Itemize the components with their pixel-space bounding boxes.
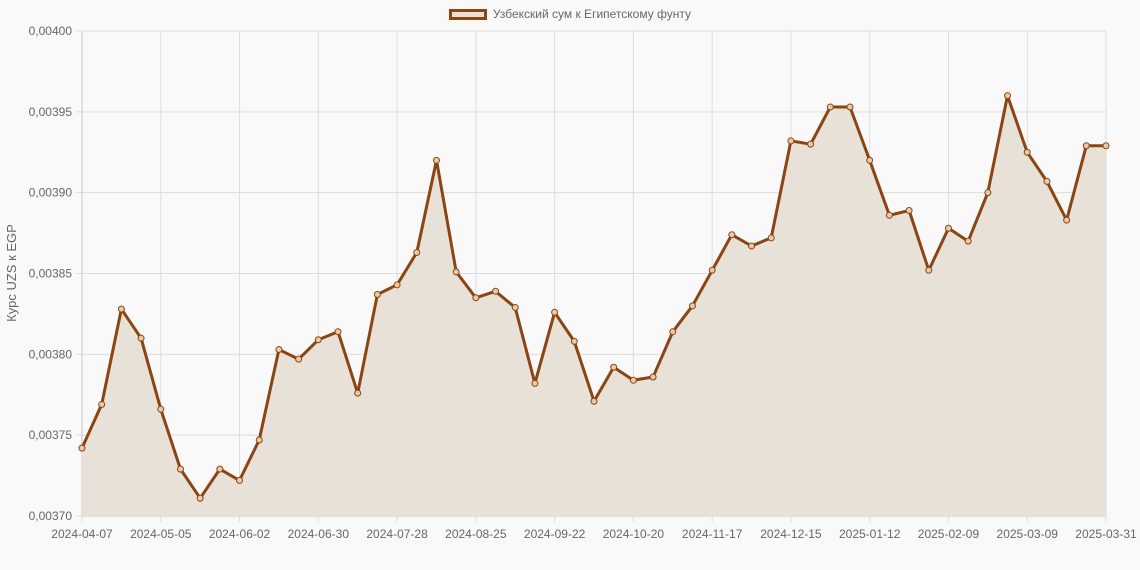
data-point[interactable] <box>826 103 834 111</box>
data-point[interactable] <box>984 189 992 197</box>
data-point[interactable] <box>531 379 539 387</box>
data-point[interactable] <box>1082 142 1090 150</box>
x-tick-label: 2024-06-02 <box>209 527 271 541</box>
data-point[interactable] <box>590 397 598 405</box>
data-point[interactable] <box>472 294 480 302</box>
x-tick-label: 2024-06-30 <box>288 527 350 541</box>
x-tick-label: 2025-03-31 <box>1075 527 1137 541</box>
data-point[interactable] <box>669 328 677 336</box>
y-axis-ticks: 0,00370 0,00375 0,00380 0,00385 0,00390 0,003… <box>29 24 73 523</box>
y-tick-label: 0,00390 <box>29 186 73 200</box>
chart-legend[interactable]: Узбекский сум к Египетскому фунту <box>0 7 1140 21</box>
data-point[interactable] <box>688 302 696 310</box>
legend-swatch-icon <box>448 8 487 20</box>
data-point[interactable] <box>807 140 815 148</box>
data-point[interactable] <box>255 436 263 444</box>
data-point[interactable] <box>157 405 165 413</box>
data-point[interactable] <box>334 328 342 336</box>
data-point[interactable] <box>137 334 145 342</box>
data-point[interactable] <box>944 224 952 232</box>
x-tick-label: 2024-07-28 <box>366 527 428 541</box>
x-tick-label: 2024-10-20 <box>603 527 665 541</box>
data-point[interactable] <box>964 237 972 245</box>
y-tick-label: 0,00370 <box>29 509 73 523</box>
data-point[interactable] <box>314 336 322 344</box>
data-point[interactable] <box>98 400 106 408</box>
y-tick-label: 0,00375 <box>29 428 73 442</box>
data-point[interactable] <box>492 287 500 295</box>
x-tick-label: 2024-05-05 <box>130 527 192 541</box>
data-point[interactable] <box>629 376 637 384</box>
x-tick-label: 2025-03-09 <box>997 527 1059 541</box>
x-tick-label: 2024-12-15 <box>760 527 822 541</box>
y-tick-label: 0,00380 <box>29 347 73 361</box>
data-point[interactable] <box>649 373 657 381</box>
data-point[interactable] <box>1023 148 1031 156</box>
x-tick-label: 2024-04-07 <box>51 527 113 541</box>
data-point[interactable] <box>1102 142 1110 150</box>
data-point[interactable] <box>1004 92 1012 100</box>
data-point[interactable] <box>767 234 775 242</box>
x-tick-label: 2025-01-12 <box>839 527 901 541</box>
data-point[interactable] <box>196 494 204 502</box>
data-point[interactable] <box>176 465 184 473</box>
y-tick-label: 0,00395 <box>29 105 73 119</box>
data-point[interactable] <box>551 308 559 316</box>
data-point[interactable] <box>354 389 362 397</box>
data-point[interactable] <box>846 103 854 111</box>
data-point[interactable] <box>216 465 224 473</box>
x-tick-label: 2024-08-25 <box>445 527 507 541</box>
data-point[interactable] <box>373 291 381 299</box>
data-point[interactable] <box>432 156 440 164</box>
x-tick-label: 2024-11-17 <box>682 527 743 541</box>
data-point[interactable] <box>925 266 933 274</box>
data-point[interactable] <box>905 206 913 214</box>
data-point[interactable] <box>570 337 578 345</box>
y-axis-title: Курс UZS к EGP <box>4 224 19 322</box>
data-point[interactable] <box>885 211 893 219</box>
data-point[interactable] <box>452 268 460 276</box>
data-points <box>78 92 1110 502</box>
data-point[interactable] <box>78 444 86 452</box>
data-point[interactable] <box>117 305 125 313</box>
data-point[interactable] <box>1043 177 1051 185</box>
series-area-fill <box>82 95 1106 516</box>
data-point[interactable] <box>708 266 716 274</box>
y-tick-label: 0,00385 <box>29 267 73 281</box>
data-point[interactable] <box>787 137 795 145</box>
data-point[interactable] <box>866 156 874 164</box>
data-point[interactable] <box>393 281 401 289</box>
data-point[interactable] <box>236 476 244 484</box>
x-axis-ticks: 2024-04-07 2024-05-05 2024-06-02 2024-06-30… <box>51 527 1137 541</box>
data-point[interactable] <box>511 303 519 311</box>
y-tick-label: 0,00400 <box>29 24 73 38</box>
data-point[interactable] <box>413 248 421 256</box>
legend-label: Узбекский сум к Египетскому фунту <box>492 7 692 21</box>
data-point[interactable] <box>610 363 618 371</box>
data-point[interactable] <box>728 231 736 239</box>
data-point[interactable] <box>748 242 756 250</box>
data-point[interactable] <box>1063 216 1071 224</box>
x-tick-label: 2025-02-09 <box>918 527 980 541</box>
x-tick-label: 2024-09-22 <box>524 527 586 541</box>
data-point[interactable] <box>295 355 303 363</box>
data-point[interactable] <box>275 345 283 353</box>
